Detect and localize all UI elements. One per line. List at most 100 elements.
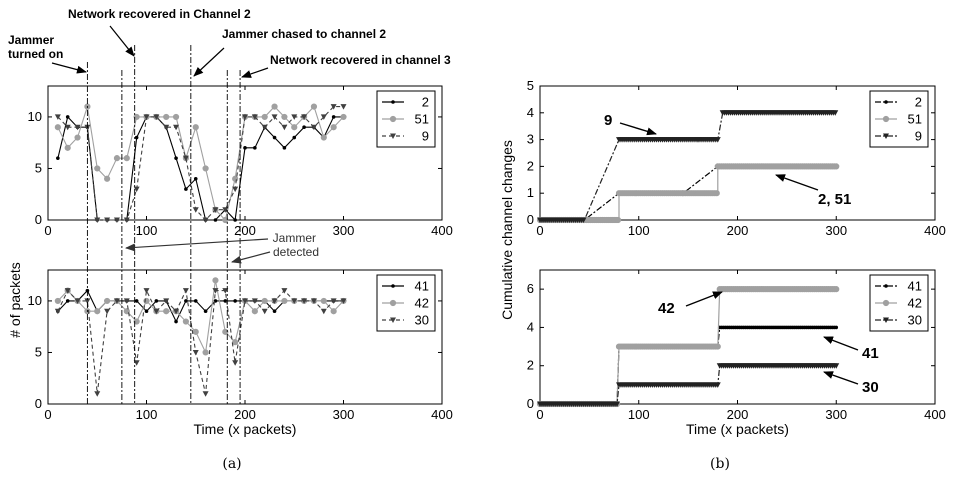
series-point-41 [193,299,198,303]
series-point-51 [271,103,278,110]
series-point-9 [271,114,278,120]
legend-label-51: 51 [415,112,429,127]
series-point-51 [281,113,288,121]
legend-marker-9 [883,133,889,139]
series-point-9 [832,110,839,116]
series-point-30 [222,288,229,294]
series-point-9 [291,114,298,120]
series-point-9 [320,114,327,120]
series-point-41 [154,299,159,303]
series-point-30 [251,298,258,304]
series-point-42 [232,339,239,346]
series-point-51 [340,113,347,121]
series-point-30 [212,288,219,294]
series-point-9 [123,217,130,223]
x-axis-label: Time (x packets) [194,421,297,437]
x-axis-label: Time (x packets) [686,421,789,437]
series-point-9 [261,124,268,131]
series-point-42 [833,286,840,293]
series-point-9 [182,155,189,162]
y-tick-label: 5 [35,344,42,359]
series-point-30 [291,298,298,304]
series-point-9 [192,207,199,213]
legend-marker-2 [884,100,888,104]
series-point-30 [133,360,140,366]
annotation-jammer-detected-line2: detected [273,245,319,259]
series-point-42 [182,318,189,325]
annotation-jammer-turned-on-line1: Jammer [8,33,54,47]
series-point-30 [123,298,130,304]
series-point-51 [614,216,622,224]
series-point-30 [310,298,317,304]
arrow-b-9 [619,122,657,136]
series-point-42 [133,318,140,325]
series-point-30 [74,298,81,304]
annotation-b-9: 9 [604,112,612,129]
x-tick-label: 100 [136,407,158,422]
y-tick-label: 6 [527,281,534,296]
series-point-30 [833,363,840,369]
series-point-9 [714,137,721,143]
legend-label-41: 41 [908,279,922,294]
series-line-9 [57,106,344,221]
series-point-30 [714,382,721,388]
series-point-30 [143,288,150,294]
series-point-9 [173,124,180,131]
legend-marker-30 [883,317,889,323]
x-tick-label: 0 [536,223,543,238]
series-point-2 [253,146,257,150]
series-point-42 [714,343,721,350]
x-tick-label: 300 [333,407,355,422]
x-tick-label: 400 [431,223,453,238]
x-tick-label: 300 [333,223,355,238]
series-point-30 [163,298,170,304]
arrow-b-42 [685,291,723,307]
series-point-30 [330,298,337,304]
series-point-42 [123,308,130,315]
y-tick-label: 2 [527,358,534,373]
series-point-2 [56,156,60,160]
series-point-51 [320,134,327,141]
series-point-9 [104,217,111,223]
panel-a-top: 0 100 200 300 400 0 5 10 2 51 9 [28,85,453,238]
series-point-9 [301,114,308,120]
series-point-51 [54,124,61,131]
series-point-9 [143,114,150,120]
ylabel-a: # of packets [7,262,23,338]
arrow-b-30 [823,371,859,385]
series-point-30 [192,349,199,356]
series-point-30 [281,288,288,294]
series-point-51 [192,124,199,131]
x-tick-label: 200 [234,223,256,238]
annotation-b-41: 41 [862,345,879,362]
series-point-9 [242,114,248,120]
caption-a: (a) [222,456,241,472]
y-tick-label: 4 [527,105,534,120]
legend-label-2: 2 [915,95,922,110]
caption-b: (b) [710,456,730,472]
annotation-jammer-detected-line1: Jammer [273,231,316,245]
series-point-9 [281,124,288,131]
series-point-30 [84,298,91,304]
series-point-41 [65,299,70,303]
series-point-42 [330,308,337,315]
series-point-2 [331,115,336,119]
series-point-2 [292,135,297,140]
series-point-41 [834,325,839,330]
legend-marker-51 [389,115,397,123]
legend-label-30: 30 [908,313,922,328]
annotation-network-recovered-ch2: Network recovered in Channel 2 [68,7,251,21]
series-point-30 [173,308,180,315]
series-point-41 [134,299,139,303]
y-tick-label: 0 [35,396,42,411]
legend-label-42: 42 [908,296,922,311]
legend-marker-30 [390,317,396,323]
series-point-41 [233,299,237,303]
legend-label-41: 41 [415,279,429,294]
series-point-9 [74,124,81,131]
legend-label-9: 9 [915,129,922,144]
series-point-9 [222,207,229,213]
series-point-9 [113,217,120,223]
series-point-42 [251,308,258,315]
